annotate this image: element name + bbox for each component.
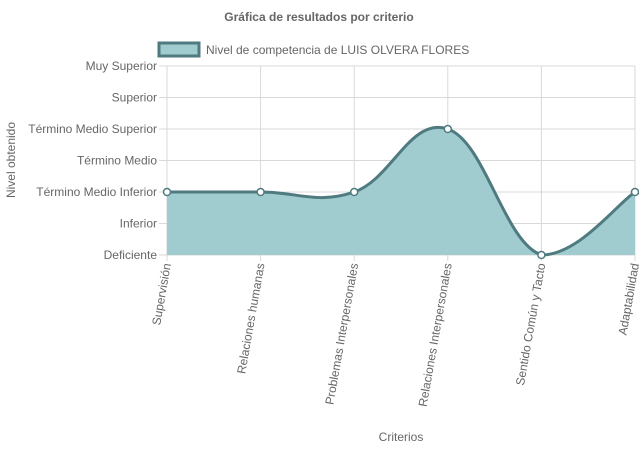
y-tick-label: Superior — [112, 91, 157, 105]
legend-swatch — [157, 41, 201, 58]
y-tick-label: Término Medio — [77, 154, 157, 168]
y-axis-title: Nivel obtenido — [4, 122, 18, 198]
x-tick-label: Problemas Interpersonales — [322, 262, 361, 406]
data-point[interactable] — [537, 250, 546, 260]
x-tick-labels: Supervisión Relaciones humanas Problemas I… — [149, 262, 639, 408]
x-tick-label: Supervisión — [149, 262, 174, 326]
data-point[interactable] — [349, 187, 359, 197]
y-tick-label: Inferior — [120, 217, 157, 231]
y-tick-label: Término Medio Inferior — [36, 185, 157, 199]
legend-label: Nivel de competencia de LUIS OLVERA FLOR… — [206, 43, 469, 57]
x-axis-title: Criterios — [379, 430, 424, 444]
data-point[interactable] — [162, 187, 172, 197]
y-tick-labels: Deficiente Inferior Término Medio Inferior… — [28, 59, 157, 262]
data-point[interactable] — [443, 124, 453, 134]
chart-title: Gráfica de resultados por criterio — [224, 10, 413, 24]
data-point[interactable] — [630, 187, 639, 197]
y-tick-label: Deficiente — [104, 248, 158, 262]
data-point[interactable] — [256, 187, 265, 197]
y-tick-label: Término Medio Superior — [28, 122, 157, 136]
data-points — [162, 124, 639, 260]
y-tick-label: Muy Superior — [86, 59, 157, 73]
x-tick-label: Adaptabilidad — [616, 262, 639, 336]
legend[interactable]: Nivel de competencia de LUIS OLVERA FLOR… — [157, 41, 469, 58]
x-tick-label: Relaciones Interpersonales — [416, 262, 455, 408]
series-area — [167, 127, 635, 255]
x-tick-label: Sentido Común y Tacto — [513, 262, 548, 387]
x-tick-label: Relaciones humanas — [234, 262, 267, 375]
